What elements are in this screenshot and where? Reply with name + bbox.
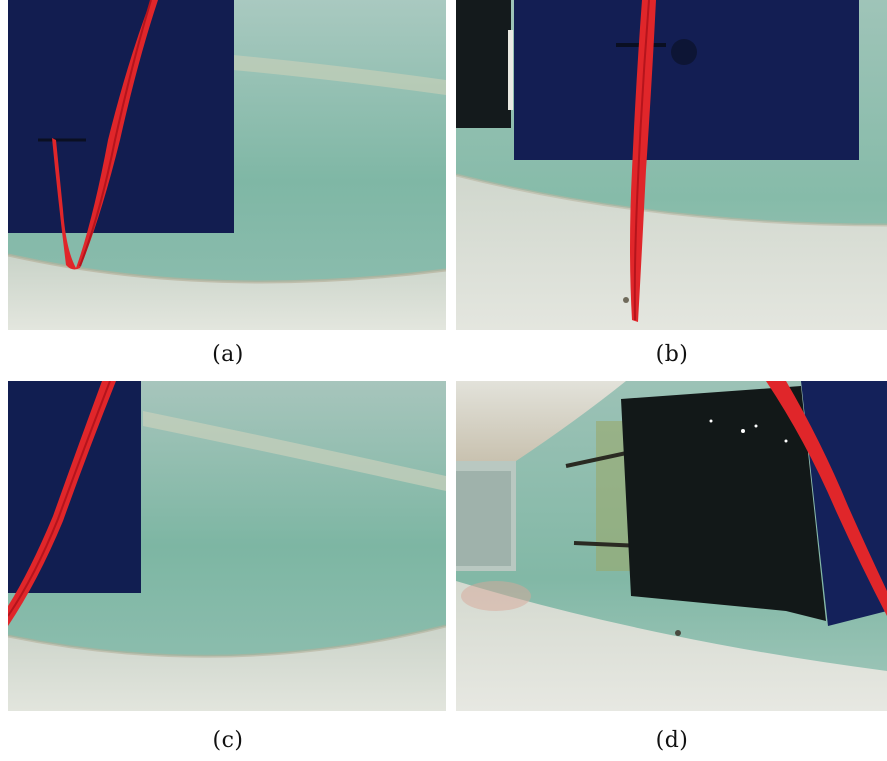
photo-c-image (8, 381, 446, 711)
caption-b: (b) (655, 342, 689, 367)
photo-panel-c (8, 381, 446, 711)
caption-a: (a) (212, 342, 244, 367)
photo-b-image (456, 0, 887, 330)
caption-d: (d) (655, 728, 689, 753)
photo-panel-b (456, 0, 887, 330)
photo-d-image (456, 381, 887, 711)
photo-a-image (8, 0, 446, 330)
photo-panel-a (8, 0, 446, 330)
caption-c: (c) (212, 728, 244, 753)
photo-panel-d (456, 381, 887, 711)
